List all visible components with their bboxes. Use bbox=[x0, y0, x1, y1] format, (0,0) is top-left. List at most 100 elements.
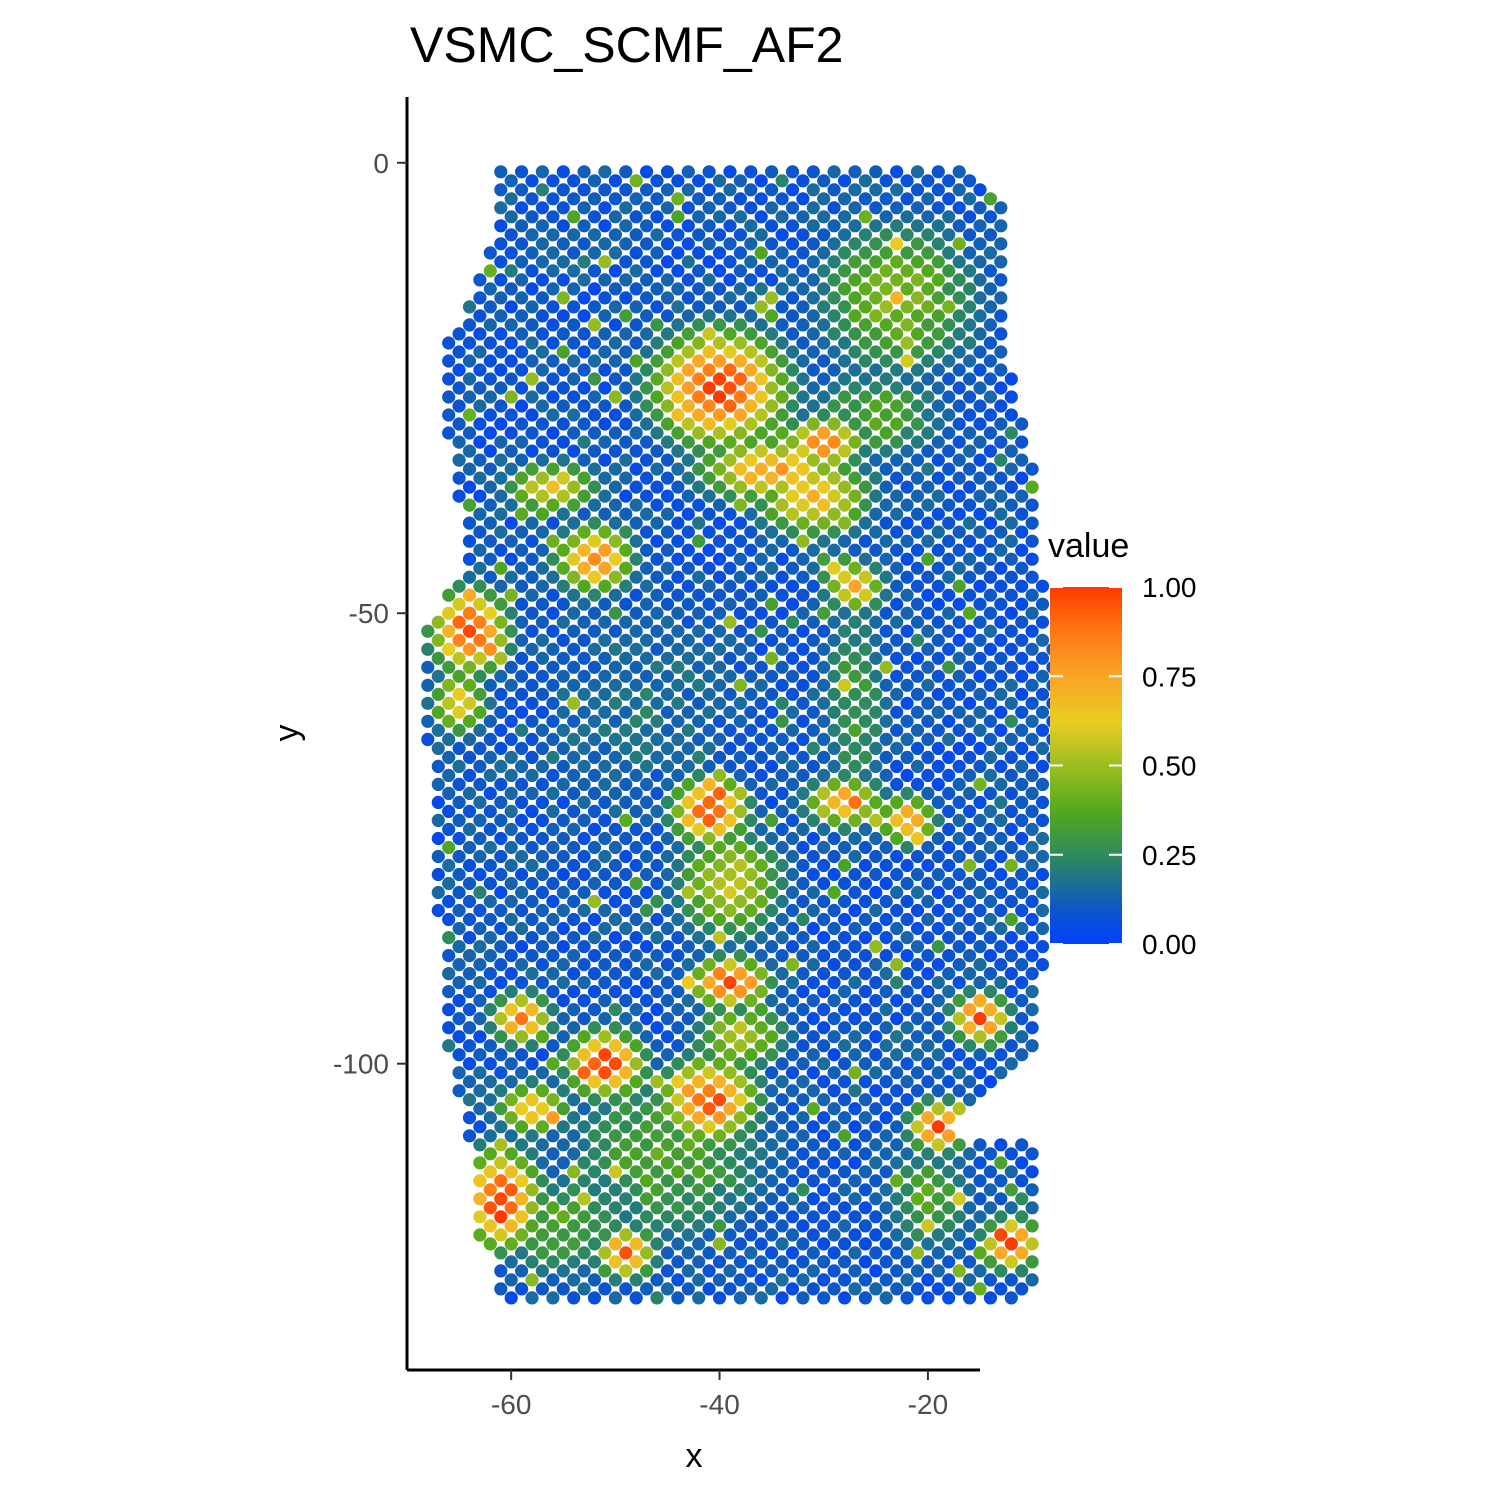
spot-point bbox=[879, 606, 893, 620]
spot-point bbox=[702, 1246, 716, 1260]
spot-point bbox=[515, 1066, 529, 1080]
spot-point bbox=[525, 192, 539, 206]
spot-point bbox=[660, 579, 675, 593]
spot-point bbox=[785, 1174, 800, 1188]
spot-point bbox=[421, 714, 435, 728]
spot-point bbox=[494, 183, 508, 197]
spot-point bbox=[452, 777, 466, 792]
spot-point bbox=[838, 931, 852, 945]
spot-point bbox=[952, 525, 966, 539]
spot-point bbox=[848, 471, 862, 485]
spot-point bbox=[775, 804, 789, 819]
spot-point bbox=[442, 912, 456, 927]
spot-point bbox=[598, 705, 612, 719]
spot-point bbox=[629, 1183, 643, 1197]
spot-point bbox=[556, 201, 570, 215]
spot-point bbox=[983, 480, 998, 494]
spot-point bbox=[629, 552, 643, 566]
spot-point bbox=[900, 282, 914, 296]
spot-point bbox=[785, 1264, 800, 1278]
spot-point bbox=[587, 444, 602, 458]
spot-point bbox=[754, 192, 768, 206]
spot-point bbox=[525, 1237, 539, 1251]
spot-point bbox=[723, 363, 737, 377]
spot-point bbox=[952, 1102, 966, 1116]
spot-point bbox=[765, 1264, 779, 1278]
spot-point bbox=[890, 327, 904, 341]
spot-point bbox=[671, 282, 685, 296]
spot-point bbox=[671, 246, 685, 260]
spot-point bbox=[817, 822, 831, 837]
spot-point bbox=[900, 1129, 914, 1143]
spot-point bbox=[692, 786, 706, 801]
spot-point bbox=[754, 282, 768, 296]
spot-point bbox=[702, 219, 716, 233]
spot-point bbox=[712, 1273, 727, 1287]
spot-point bbox=[983, 804, 998, 819]
spot-point bbox=[900, 642, 914, 656]
spot-point bbox=[494, 363, 508, 377]
spot-point bbox=[827, 849, 841, 864]
spot-point bbox=[702, 237, 716, 251]
spot-point bbox=[535, 940, 550, 954]
spot-point bbox=[817, 408, 831, 422]
spot-point bbox=[608, 804, 623, 819]
spot-point bbox=[796, 1129, 810, 1143]
spot-point bbox=[702, 291, 716, 305]
spot-point bbox=[483, 246, 497, 260]
spot-point bbox=[619, 201, 633, 215]
spot-point bbox=[660, 1192, 675, 1206]
spot-point bbox=[942, 840, 956, 855]
spot-point bbox=[546, 354, 560, 368]
spot-point bbox=[504, 1129, 518, 1143]
spot-point bbox=[452, 1084, 466, 1098]
spot-point bbox=[525, 949, 539, 963]
spot-point bbox=[848, 1282, 862, 1296]
spot-point bbox=[827, 615, 841, 629]
spot-point bbox=[442, 876, 456, 891]
spot-point bbox=[754, 985, 768, 999]
spot-point bbox=[504, 750, 518, 765]
spot-point bbox=[963, 894, 977, 909]
spot-point bbox=[556, 507, 570, 521]
spot-point bbox=[963, 1237, 977, 1251]
spot-point bbox=[942, 426, 956, 440]
spot-point bbox=[775, 1075, 789, 1089]
spot-point bbox=[640, 651, 654, 665]
spot-point bbox=[817, 192, 831, 206]
spot-point bbox=[952, 1066, 966, 1080]
spot-point bbox=[942, 570, 956, 584]
spot-point bbox=[765, 651, 779, 665]
spot-point bbox=[619, 471, 633, 485]
spot-point bbox=[921, 768, 935, 783]
spot-point bbox=[515, 327, 529, 341]
spot-point bbox=[1004, 732, 1018, 747]
spot-point bbox=[567, 840, 581, 855]
spot-point bbox=[619, 1228, 633, 1242]
spot-point bbox=[765, 363, 779, 377]
spot-point bbox=[890, 309, 904, 323]
spot-point bbox=[827, 633, 841, 647]
spot-point bbox=[931, 723, 945, 737]
spot-point bbox=[900, 534, 914, 548]
spot-point bbox=[535, 183, 550, 197]
spot-point bbox=[796, 1183, 810, 1197]
spot-point bbox=[900, 732, 914, 747]
spot-point bbox=[650, 606, 664, 620]
spot-point bbox=[598, 1084, 612, 1098]
spot-point bbox=[629, 696, 643, 710]
spot-point bbox=[515, 1102, 529, 1116]
spot-point bbox=[858, 1183, 873, 1197]
spot-point bbox=[775, 1219, 789, 1233]
spot-point bbox=[577, 165, 591, 179]
spot-point bbox=[619, 849, 633, 864]
spot-point bbox=[629, 786, 643, 801]
spot-point bbox=[900, 174, 914, 188]
spot-point bbox=[702, 921, 716, 936]
spot-point bbox=[442, 696, 456, 710]
spot-point bbox=[921, 372, 935, 386]
spot-point bbox=[462, 1057, 477, 1071]
spot-point bbox=[765, 561, 779, 575]
spot-point bbox=[660, 453, 675, 467]
spot-point bbox=[640, 525, 654, 539]
